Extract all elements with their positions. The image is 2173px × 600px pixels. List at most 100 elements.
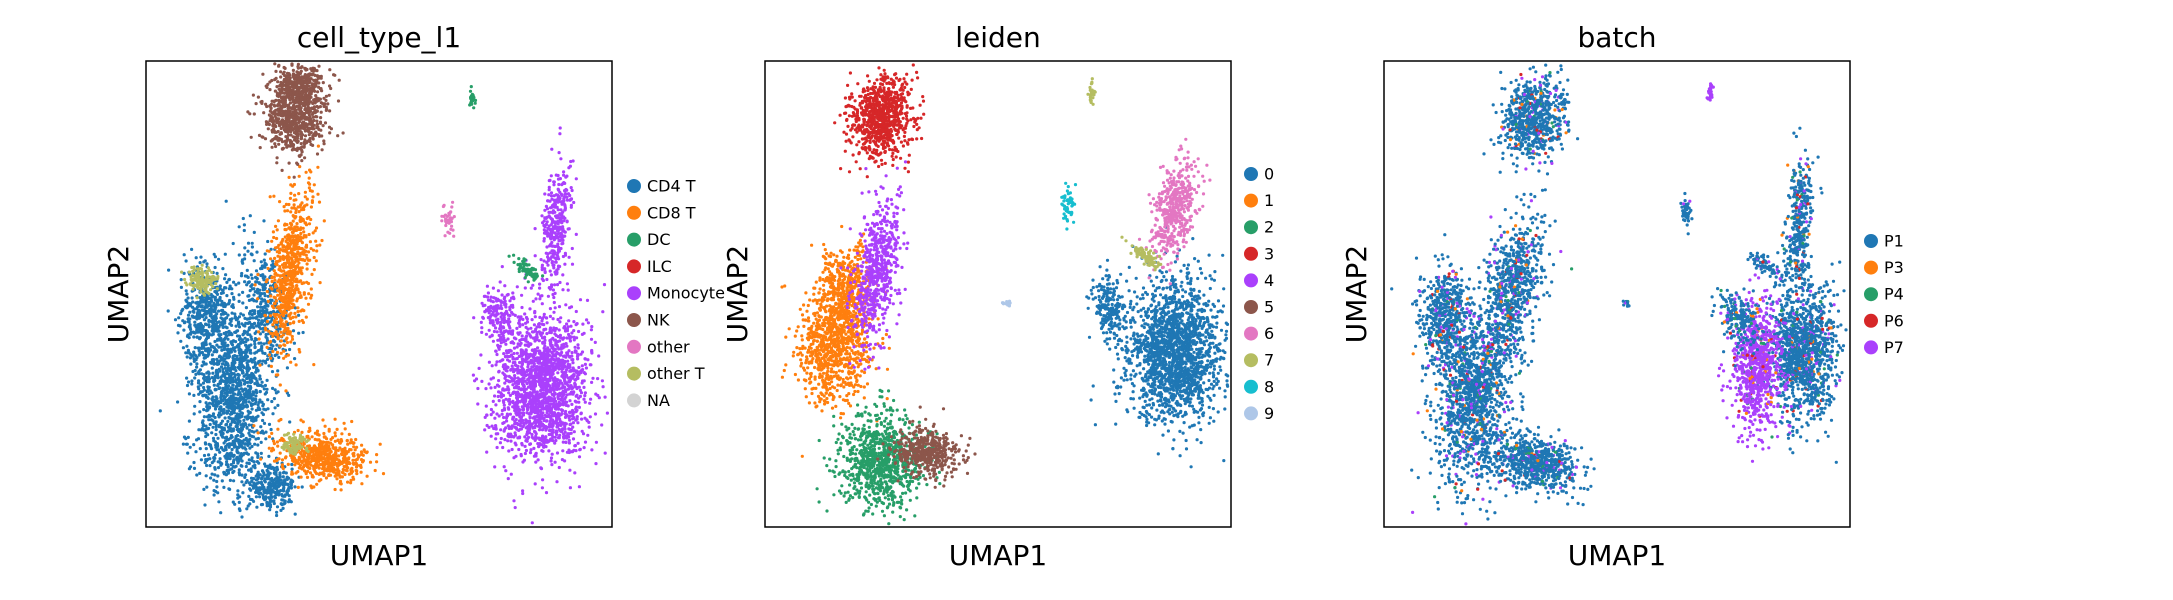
data-point	[239, 353, 243, 357]
data-point	[262, 473, 266, 477]
data-point	[273, 256, 277, 260]
data-point	[289, 480, 293, 484]
data-point	[299, 231, 303, 236]
data-point	[257, 488, 261, 492]
data-point	[176, 400, 180, 404]
data-point	[274, 313, 278, 317]
data-point	[197, 310, 201, 314]
data-point	[195, 317, 199, 321]
data-point	[273, 278, 277, 282]
data-point	[235, 384, 239, 388]
data-point	[498, 441, 502, 445]
data-point	[317, 134, 322, 138]
data-point	[294, 438, 298, 442]
data-point	[195, 438, 199, 442]
data-point	[260, 349, 264, 353]
data-point	[292, 341, 296, 345]
data-point	[336, 469, 340, 473]
data-point	[224, 273, 228, 277]
data-point	[286, 444, 290, 448]
data-point	[288, 321, 292, 326]
data-point	[317, 97, 321, 101]
data-point	[307, 292, 311, 296]
data-point	[229, 386, 233, 390]
data-point	[305, 203, 309, 207]
data-point	[194, 256, 198, 260]
data-point	[266, 239, 270, 244]
data-point	[302, 230, 306, 234]
data-point	[279, 131, 283, 135]
data-point	[351, 461, 355, 465]
data-point	[233, 379, 237, 383]
data-point	[216, 376, 220, 380]
data-point	[306, 95, 310, 100]
data-point	[280, 298, 284, 303]
data-point	[264, 328, 268, 332]
data-point	[251, 418, 255, 422]
data-point	[242, 223, 246, 227]
data-point	[322, 219, 326, 223]
data-point	[312, 255, 316, 260]
data-point	[274, 76, 278, 80]
data-point	[231, 454, 235, 458]
data-point	[227, 415, 231, 420]
data-point	[274, 117, 278, 121]
data-point	[279, 70, 283, 74]
data-point	[205, 290, 209, 294]
data-point	[256, 452, 260, 456]
data-point	[241, 389, 245, 393]
data-point	[215, 485, 219, 489]
data-point	[198, 447, 202, 451]
data-point	[291, 68, 295, 72]
data-point	[274, 108, 278, 112]
data-point	[312, 363, 316, 367]
data-point	[240, 464, 244, 468]
data-point	[239, 397, 243, 401]
data-point	[249, 273, 253, 277]
data-point	[275, 104, 280, 108]
data-point	[279, 489, 283, 493]
data-point	[282, 502, 286, 506]
data-point	[210, 431, 214, 435]
data-point	[346, 480, 350, 484]
data-point	[219, 365, 224, 369]
data-point	[293, 111, 297, 115]
data-point	[304, 315, 308, 319]
data-point	[244, 394, 248, 398]
data-point	[215, 343, 219, 347]
data-point	[218, 369, 222, 373]
data-point	[166, 309, 170, 313]
data-point	[311, 231, 315, 235]
data-point	[290, 462, 294, 467]
data-point	[291, 88, 295, 92]
data-point	[287, 301, 291, 305]
data-point	[198, 471, 202, 475]
data-point	[322, 96, 326, 100]
data-point	[270, 431, 274, 435]
data-point	[255, 315, 259, 319]
data-point	[262, 111, 266, 115]
data-point	[331, 436, 335, 440]
data-point	[205, 403, 209, 407]
data-point	[247, 294, 251, 298]
data-point	[206, 389, 210, 393]
data-point	[185, 355, 189, 359]
data-point	[243, 280, 247, 284]
data-point	[284, 111, 288, 116]
data-point	[340, 470, 345, 474]
data-point	[259, 440, 263, 444]
data-point	[215, 479, 219, 484]
data-point	[318, 452, 322, 456]
data-point	[308, 426, 312, 430]
data-point	[311, 195, 315, 199]
data-point	[282, 349, 286, 353]
data-point	[316, 192, 320, 196]
data-point	[222, 411, 226, 415]
data-point	[234, 283, 238, 287]
data-point	[282, 91, 287, 95]
data-point	[297, 313, 301, 317]
data-point	[348, 461, 352, 466]
data-point	[260, 477, 264, 481]
data-point	[230, 343, 235, 347]
data-point	[196, 276, 200, 280]
